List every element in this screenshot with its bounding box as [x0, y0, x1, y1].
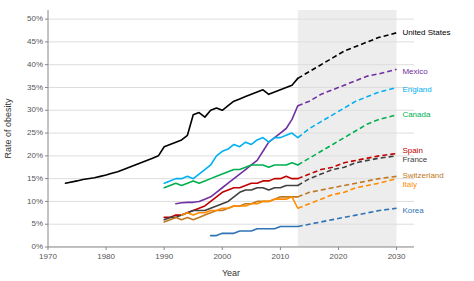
y-tick: [45, 133, 48, 134]
series-line: [176, 106, 298, 204]
x-tick: [222, 247, 223, 250]
y-axis-title: Rate of obesity: [3, 98, 13, 159]
x-tick: [106, 247, 107, 250]
series-line: [298, 87, 397, 137]
y-tick-label: 45%: [27, 37, 43, 46]
series-label: Switzerland: [402, 171, 443, 180]
grid-line: [48, 178, 414, 179]
y-tick-label: 10%: [27, 197, 43, 206]
series-label: Canada: [402, 110, 431, 119]
grid-line: [48, 133, 414, 134]
series-line: [65, 78, 297, 183]
series-label: England: [402, 85, 431, 94]
series-label: United States: [402, 28, 450, 37]
y-tick: [45, 178, 48, 179]
series-line: [298, 33, 397, 79]
series-label: Spain: [402, 146, 422, 155]
grid-line: [48, 224, 414, 225]
grid-line: [48, 247, 414, 248]
series-line: [164, 133, 298, 183]
grid-line: [48, 201, 414, 202]
grid-line: [48, 110, 414, 111]
y-tick-label: 50%: [27, 14, 43, 23]
y-tick-label: 25%: [27, 128, 43, 137]
series-label: Korea: [402, 206, 424, 215]
x-tick-label: 1970: [39, 252, 57, 261]
series-label: Italy: [402, 180, 417, 189]
series-line: [182, 197, 298, 215]
x-tick-label: 2030: [388, 252, 406, 261]
y-tick-label: 30%: [27, 105, 43, 114]
x-tick: [48, 247, 49, 250]
series-line: [298, 176, 397, 197]
x-tick-label: 2000: [213, 252, 231, 261]
series-line: [164, 185, 298, 219]
grid-line: [48, 155, 414, 156]
axes: 0% 5% 10% 15% 20% 25% 30% 35% 40% 45% 50% 1970 1980 1…: [27, 10, 414, 261]
y-tick-label: 40%: [27, 60, 43, 69]
x-tick: [164, 247, 165, 250]
grid-line: [48, 41, 414, 42]
grid-line: [48, 19, 414, 20]
y-tick-label: 15%: [27, 174, 43, 183]
chart: 0% 5% 10% 15% 20% 25% 30% 35% 40% 45% 50% 1970 1980 1…: [0, 0, 474, 281]
y-tick: [45, 19, 48, 20]
x-tick: [338, 247, 339, 250]
y-axis-line: [48, 10, 49, 247]
x-tick-label: 2010: [271, 252, 289, 261]
x-tick: [396, 247, 397, 250]
x-axis-line: [48, 247, 414, 248]
series-line: [298, 69, 397, 105]
y-tick-label: 20%: [27, 151, 43, 160]
x-tick: [280, 247, 281, 250]
y-tick: [45, 64, 48, 65]
y-tick: [45, 201, 48, 202]
grid-line: [48, 87, 414, 88]
y-tick: [45, 87, 48, 88]
y-tick: [45, 155, 48, 156]
x-tick-label: 1990: [155, 252, 173, 261]
x-tick-label: 2020: [330, 252, 348, 261]
series-labels: United States Mexico England Canada SpainFra…: [402, 28, 450, 215]
series-line: [164, 163, 298, 188]
y-tick-label: 0%: [31, 242, 43, 251]
x-tick-label: 1980: [97, 252, 115, 261]
series-line: [298, 156, 397, 186]
projection-band: [298, 10, 397, 247]
y-tick-label: 35%: [27, 83, 43, 92]
plot-area: [48, 10, 414, 247]
x-axis-title: Year: [222, 268, 240, 278]
series-line: [164, 176, 298, 217]
y-tick-label: 5%: [31, 219, 43, 228]
y-tick: [45, 41, 48, 42]
series-line: [298, 179, 397, 209]
series-label: Mexico: [402, 67, 428, 76]
series-label: France: [402, 155, 427, 164]
y-tick: [45, 224, 48, 225]
series-line: [164, 197, 298, 222]
grid-line: [48, 64, 414, 65]
y-tick: [45, 110, 48, 111]
series-line: [211, 226, 298, 235]
series-line: [298, 208, 397, 226]
